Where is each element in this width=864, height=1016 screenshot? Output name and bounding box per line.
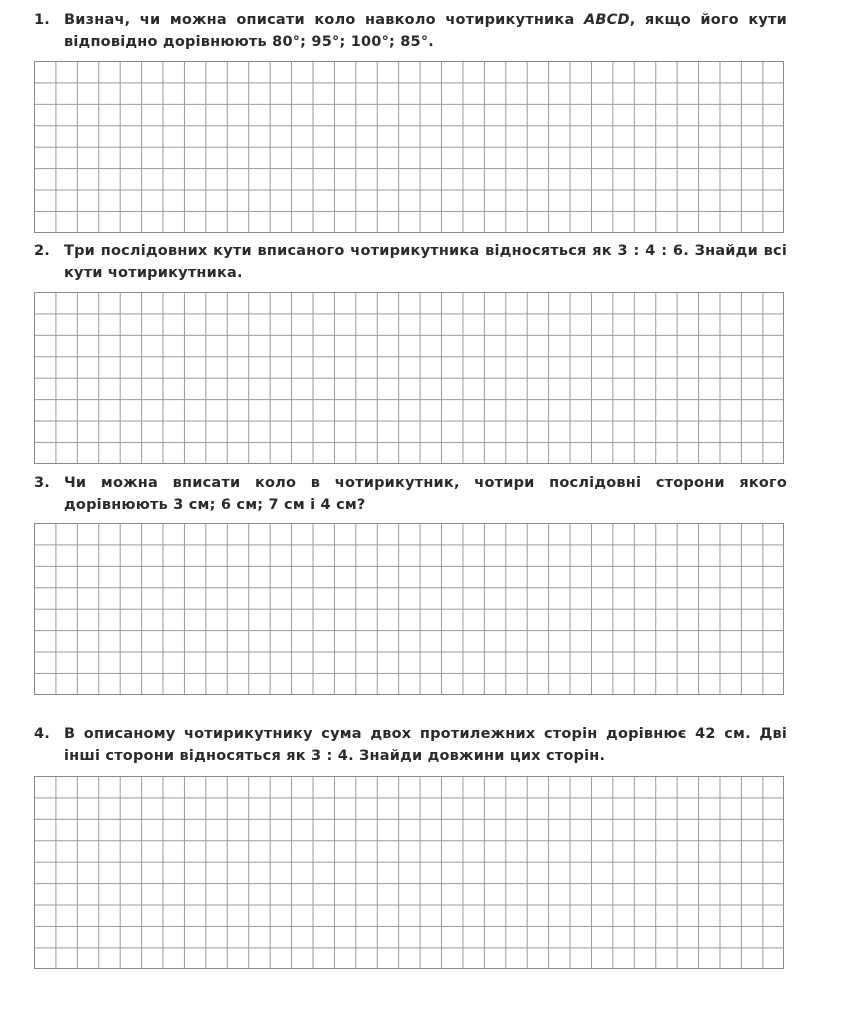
answer-grid-3[interactable] <box>34 523 784 695</box>
answer-grid-4[interactable] <box>34 776 784 969</box>
question-1: 1. Визнач, чи можна описати коло навколо… <box>34 9 787 53</box>
quadrilateral-label: ABCD <box>583 12 630 28</box>
question-number: 3. <box>34 475 50 491</box>
question-number: 4. <box>34 726 50 742</box>
question-text: Визнач, чи можна описати коло навколо чо… <box>64 12 787 50</box>
answer-grid-2[interactable] <box>34 292 784 464</box>
question-text: Чи можна вписати коло в чотирикутник, чо… <box>64 475 787 513</box>
answer-grid-1[interactable] <box>34 61 784 233</box>
question-2: 2. Три послідовних кути вписаного чотири… <box>34 240 787 284</box>
question-4: 4. В описаному чотирикутнику сума двох п… <box>34 723 787 767</box>
question-3: 3. Чи можна вписати коло в чотирикутник,… <box>34 472 787 516</box>
question-number: 1. <box>34 12 50 28</box>
question-number: 2. <box>34 243 50 259</box>
question-text: В описаному чотирикутнику сума двох прот… <box>64 726 787 764</box>
question-text: Три послідовних кути вписаного чотирикут… <box>64 243 787 281</box>
